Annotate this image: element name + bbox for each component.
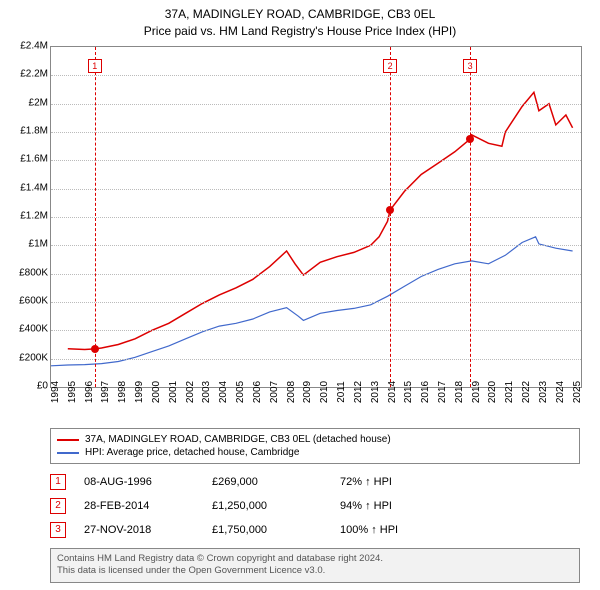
x-axis-label: 2024 bbox=[555, 381, 566, 403]
series-price_paid bbox=[68, 92, 573, 349]
x-axis-label: 1995 bbox=[67, 381, 78, 403]
gridline bbox=[51, 189, 581, 190]
legend: 37A, MADINGLEY ROAD, CAMBRIDGE, CB3 0EL … bbox=[50, 428, 580, 464]
row-price: £1,250,000 bbox=[212, 500, 322, 512]
footer-line-1: Contains HM Land Registry data © Crown c… bbox=[57, 553, 573, 565]
x-axis-label: 2008 bbox=[286, 381, 297, 403]
gridline bbox=[51, 217, 581, 218]
row-pct: 94% ↑ HPI bbox=[340, 500, 450, 512]
gridline bbox=[51, 104, 581, 105]
chart-container: 37A, MADINGLEY ROAD, CAMBRIDGE, CB3 0EL … bbox=[0, 0, 600, 590]
x-axis-label: 1998 bbox=[117, 381, 128, 403]
event-vline bbox=[470, 47, 471, 387]
x-axis-label: 2025 bbox=[572, 381, 583, 403]
event-marker: 3 bbox=[463, 59, 477, 73]
y-axis-label: £400K bbox=[2, 324, 48, 335]
x-axis-label: 2022 bbox=[521, 381, 532, 403]
x-axis-label: 1994 bbox=[50, 381, 61, 403]
x-axis-label: 2021 bbox=[504, 381, 515, 403]
attribution-footer: Contains HM Land Registry data © Crown c… bbox=[50, 548, 580, 583]
legend-item: 37A, MADINGLEY ROAD, CAMBRIDGE, CB3 0EL … bbox=[57, 433, 573, 446]
row-date: 28-FEB-2014 bbox=[84, 500, 194, 512]
event-vline bbox=[390, 47, 391, 387]
legend-swatch bbox=[57, 452, 79, 454]
row-price: £1,750,000 bbox=[212, 524, 322, 536]
x-axis-label: 1996 bbox=[84, 381, 95, 403]
x-axis-label: 2018 bbox=[454, 381, 465, 403]
x-axis-label: 2003 bbox=[201, 381, 212, 403]
x-axis-label: 2001 bbox=[168, 381, 179, 403]
x-axis-label: 2000 bbox=[151, 381, 162, 403]
plot-area: 1 2 3 bbox=[50, 46, 582, 388]
x-axis-label: 2017 bbox=[437, 381, 448, 403]
y-axis-label: £0 bbox=[2, 381, 48, 392]
table-row: 3 27-NOV-2018 £1,750,000 100% ↑ HPI bbox=[50, 518, 580, 542]
transaction-table: 1 08-AUG-1996 £269,000 72% ↑ HPI 2 28-FEB-201… bbox=[50, 470, 580, 542]
x-axis-label: 2009 bbox=[302, 381, 313, 403]
x-axis-label: 2004 bbox=[218, 381, 229, 403]
event-marker: 1 bbox=[88, 59, 102, 73]
legend-swatch bbox=[57, 439, 79, 441]
gridline bbox=[51, 75, 581, 76]
y-axis-label: £1.6M bbox=[2, 154, 48, 165]
x-axis-label: 2019 bbox=[471, 381, 482, 403]
y-axis-label: £600K bbox=[2, 296, 48, 307]
x-axis-label: 2015 bbox=[403, 381, 414, 403]
legend-label: HPI: Average price, detached house, Camb… bbox=[85, 447, 299, 458]
gridline bbox=[51, 359, 581, 360]
title-line-1: 37A, MADINGLEY ROAD, CAMBRIDGE, CB3 0EL bbox=[0, 6, 600, 23]
row-price: £269,000 bbox=[212, 476, 322, 488]
y-axis-label: £1.2M bbox=[2, 211, 48, 222]
gridline bbox=[51, 302, 581, 303]
x-axis-label: 2002 bbox=[185, 381, 196, 403]
row-pct: 72% ↑ HPI bbox=[340, 476, 450, 488]
x-axis-label: 1999 bbox=[134, 381, 145, 403]
row-pct: 100% ↑ HPI bbox=[340, 524, 450, 536]
x-axis-label: 2005 bbox=[235, 381, 246, 403]
chart-title: 37A, MADINGLEY ROAD, CAMBRIDGE, CB3 0EL … bbox=[0, 0, 600, 40]
x-axis-label: 1997 bbox=[100, 381, 111, 403]
y-axis-label: £2.2M bbox=[2, 69, 48, 80]
legend-label: 37A, MADINGLEY ROAD, CAMBRIDGE, CB3 0EL … bbox=[85, 434, 391, 445]
x-axis-label: 2006 bbox=[252, 381, 263, 403]
y-axis-label: £1M bbox=[2, 239, 48, 250]
x-axis-label: 2007 bbox=[269, 381, 280, 403]
x-axis-label: 2016 bbox=[420, 381, 431, 403]
price-point-dot bbox=[386, 206, 394, 214]
x-axis-label: 2012 bbox=[353, 381, 364, 403]
gridline bbox=[51, 274, 581, 275]
price-point-dot bbox=[466, 135, 474, 143]
row-marker: 1 bbox=[50, 474, 66, 490]
event-marker: 2 bbox=[383, 59, 397, 73]
gridline bbox=[51, 132, 581, 133]
gridline bbox=[51, 330, 581, 331]
row-marker: 2 bbox=[50, 498, 66, 514]
y-axis-label: £800K bbox=[2, 267, 48, 278]
y-axis-label: £2M bbox=[2, 97, 48, 108]
event-vline bbox=[95, 47, 96, 387]
gridline bbox=[51, 160, 581, 161]
legend-item: HPI: Average price, detached house, Camb… bbox=[57, 446, 573, 459]
y-axis-label: £2.4M bbox=[2, 41, 48, 52]
x-axis-label: 2023 bbox=[538, 381, 549, 403]
x-axis-label: 2010 bbox=[319, 381, 330, 403]
row-date: 08-AUG-1996 bbox=[84, 476, 194, 488]
x-axis-label: 2013 bbox=[370, 381, 381, 403]
x-axis-label: 2014 bbox=[387, 381, 398, 403]
footer-line-2: This data is licensed under the Open Gov… bbox=[57, 565, 573, 577]
row-date: 27-NOV-2018 bbox=[84, 524, 194, 536]
row-marker: 3 bbox=[50, 522, 66, 538]
x-axis-label: 2011 bbox=[336, 381, 347, 403]
table-row: 2 28-FEB-2014 £1,250,000 94% ↑ HPI bbox=[50, 494, 580, 518]
y-axis-label: £200K bbox=[2, 352, 48, 363]
table-row: 1 08-AUG-1996 £269,000 72% ↑ HPI bbox=[50, 470, 580, 494]
x-axis-label: 2020 bbox=[487, 381, 498, 403]
gridline bbox=[51, 245, 581, 246]
price-point-dot bbox=[91, 345, 99, 353]
y-axis-label: £1.4M bbox=[2, 182, 48, 193]
title-line-2: Price paid vs. HM Land Registry's House … bbox=[0, 23, 600, 40]
y-axis-label: £1.8M bbox=[2, 126, 48, 137]
